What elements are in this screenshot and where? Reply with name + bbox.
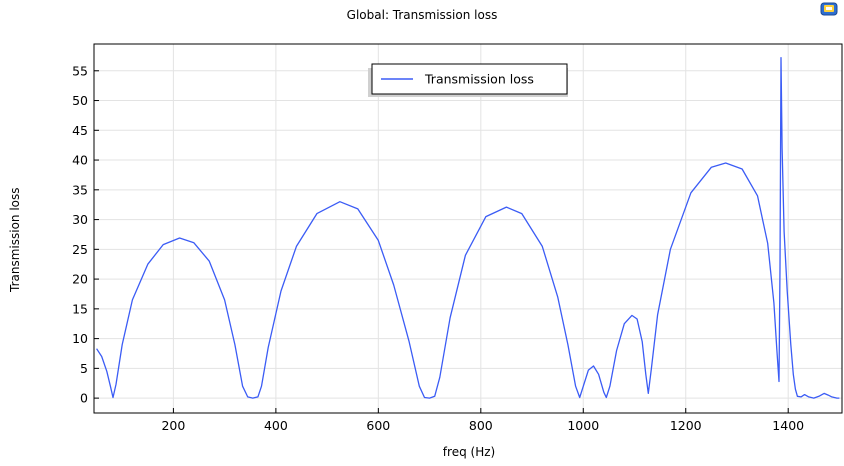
x-axis-label: freq (Hz) bbox=[442, 445, 496, 459]
grid-lines bbox=[94, 44, 842, 413]
series-layer bbox=[96, 57, 840, 399]
x-tick-label: 200 bbox=[161, 418, 185, 433]
x-tick-label: 1000 bbox=[567, 418, 599, 433]
series-line-transmission-loss bbox=[96, 57, 840, 399]
y-tick-label: 25 bbox=[72, 242, 88, 257]
x-tick-label: 1200 bbox=[670, 418, 702, 433]
y-tick-label: 55 bbox=[72, 63, 88, 78]
app-logo-icon bbox=[820, 2, 838, 16]
legend: Transmission loss bbox=[368, 63, 568, 97]
y-tick-label: 40 bbox=[72, 153, 88, 168]
y-tick-label: 15 bbox=[72, 301, 88, 316]
x-tick-label: 800 bbox=[469, 418, 493, 433]
legend-label: Transmission loss bbox=[424, 72, 534, 87]
y-tick-label: 5 bbox=[80, 361, 88, 376]
x-tick-label: 400 bbox=[264, 418, 288, 433]
plot-frame bbox=[93, 43, 843, 414]
y-tick-label: 35 bbox=[72, 182, 88, 197]
x-tick-label: 1400 bbox=[772, 418, 804, 433]
axis-ticks: 200 400 600 800 1000 1200 1400 0 5 10 15 20 25 30 35 40… bbox=[72, 63, 804, 433]
y-tick-label: 30 bbox=[72, 212, 88, 227]
y-tick-label: 50 bbox=[72, 93, 88, 108]
x-tick-label: 600 bbox=[366, 418, 390, 433]
y-tick-label: 45 bbox=[72, 123, 88, 138]
chart-title: Global: Transmission loss bbox=[346, 8, 498, 22]
y-tick-label: 20 bbox=[72, 272, 88, 287]
y-tick-label: 10 bbox=[72, 331, 88, 346]
y-tick-label: 0 bbox=[80, 391, 88, 406]
